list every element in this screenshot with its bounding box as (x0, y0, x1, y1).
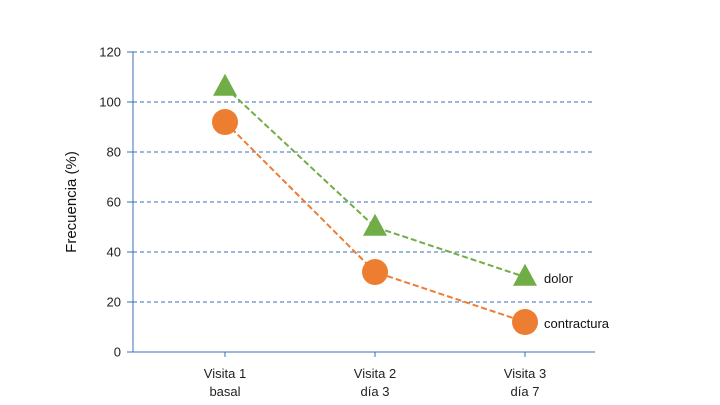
y-tick-label: 60 (107, 195, 121, 210)
y-tick-label: 0 (114, 345, 121, 360)
series-label-dolor: dolor (544, 271, 574, 286)
x-tick-label-line: Visita 2 (354, 366, 396, 381)
y-tick-label: 100 (99, 95, 121, 110)
y-tick-labels: 0 20 40 60 80 100 120 (99, 45, 121, 360)
series-line-dolor (224, 86, 526, 278)
data-point-dolor (213, 73, 237, 96)
y-tick-label: 20 (107, 295, 121, 310)
y-tick-label: 120 (99, 45, 121, 60)
axes (132, 52, 595, 353)
x-tick-label-line: Visita 3 (504, 366, 546, 381)
series-group: dolor contractura (212, 73, 610, 335)
data-point-contractura (212, 109, 238, 135)
x-tick-label-line: día 3 (361, 384, 390, 399)
y-axis-label: Frecuencia (%) (63, 151, 80, 253)
x-tick-label: Visita 3 día 7 (504, 366, 546, 399)
data-point-dolor (363, 213, 387, 236)
data-point-dolor (513, 263, 537, 286)
x-tick-label-line: basal (209, 384, 240, 399)
grid-lines (127, 51, 595, 353)
x-tick-label-line: Visita 1 (204, 366, 246, 381)
x-tick-labels: Visita 1 basal Visita 2 día 3 Visita 3 día 7 (204, 352, 546, 399)
series-label-contractura: contractura (544, 316, 610, 331)
data-point-contractura (362, 259, 388, 285)
y-tick-label: 40 (107, 245, 121, 260)
y-tick-label: 80 (107, 145, 121, 160)
x-tick-label: Visita 2 día 3 (354, 366, 396, 399)
x-tick-label: Visita 1 basal (204, 366, 246, 399)
data-point-contractura (512, 309, 538, 335)
x-tick-label-line: día 7 (511, 384, 540, 399)
